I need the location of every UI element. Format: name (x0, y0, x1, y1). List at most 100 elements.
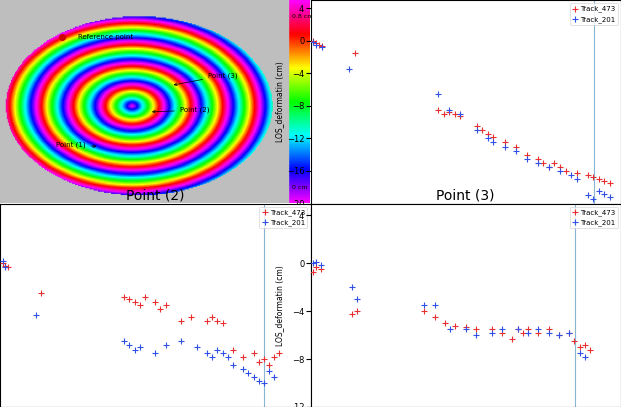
Track_201 (472, 127, 482, 133)
Text: Point (2): Point (2) (153, 107, 210, 114)
Track_473 (248, 350, 258, 357)
Text: Point (1): Point (1) (56, 142, 96, 148)
Track_473 (582, 172, 592, 178)
Track_201 (228, 362, 238, 368)
Track_473 (212, 317, 222, 324)
Track_473 (555, 164, 565, 170)
Track_473 (308, 269, 318, 275)
Track_473 (274, 350, 284, 357)
Track_201 (499, 143, 509, 150)
Track_201 (347, 284, 357, 291)
Track_201 (243, 370, 253, 377)
Track_473 (585, 346, 595, 353)
Track_473 (507, 335, 517, 342)
Track_201 (150, 350, 160, 357)
Text: 0.8 cm: 0.8 cm (292, 14, 313, 19)
Track_201 (310, 259, 320, 265)
Track_201 (572, 176, 582, 182)
Track_473 (518, 330, 528, 336)
Track_473 (347, 311, 357, 317)
Track_201 (487, 330, 497, 336)
Track_201 (433, 90, 443, 97)
Track_201 (344, 66, 354, 72)
Track_201 (316, 261, 326, 268)
Legend: Track_473, Track_201: Track_473, Track_201 (570, 207, 617, 228)
Track_473 (438, 111, 448, 117)
Track_201 (510, 147, 520, 154)
Track_201 (533, 326, 543, 333)
Legend: Track_473, Track_201: Track_473, Track_201 (260, 207, 307, 228)
Track_473 (478, 127, 487, 133)
Track_201 (192, 344, 202, 350)
Track_473 (564, 330, 574, 336)
Track_201 (582, 192, 592, 199)
Track_473 (228, 346, 238, 353)
Track_201 (130, 346, 140, 353)
Track_473 (450, 322, 460, 329)
Track_473 (594, 176, 604, 182)
Track_473 (259, 356, 269, 362)
Track_473 (130, 298, 140, 305)
Track_201 (31, 312, 41, 318)
Track_201 (574, 350, 584, 357)
Track_473 (238, 353, 248, 360)
Track_201 (124, 341, 134, 348)
Track_201 (483, 135, 493, 142)
Track_201 (119, 338, 129, 344)
Track_473 (554, 332, 564, 339)
Text: Point (3): Point (3) (175, 72, 238, 85)
Track_201 (522, 155, 532, 162)
Track_201 (207, 353, 217, 360)
Track_473 (569, 338, 579, 344)
Track_201 (419, 302, 429, 309)
Track_473 (522, 151, 532, 158)
Track_473 (543, 326, 553, 333)
Track_473 (161, 302, 171, 309)
Track_201 (533, 160, 543, 166)
Text: 1992/12/30: 1992/12/30 (310, 244, 351, 250)
Title: Point (3): Point (3) (437, 188, 495, 202)
Track_201 (594, 188, 604, 195)
Track_473 (140, 293, 150, 300)
Track_473 (471, 326, 481, 333)
Track_473 (433, 107, 443, 113)
Track_201 (308, 39, 318, 46)
Track_201 (564, 330, 574, 336)
Track_201 (264, 368, 274, 374)
Track_473 (2, 264, 12, 270)
Track_473 (317, 43, 327, 50)
Title: Point (2): Point (2) (126, 188, 184, 202)
Track_473 (254, 358, 264, 365)
Track_473 (487, 326, 497, 333)
Track_201 (352, 296, 362, 302)
Track_473 (352, 308, 362, 315)
Track_473 (150, 298, 160, 305)
Track_201 (445, 326, 455, 333)
Track_473 (155, 306, 165, 312)
Track_473 (0, 260, 7, 267)
Track_473 (270, 353, 279, 360)
Track_201 (254, 377, 264, 384)
Track_473 (572, 169, 582, 176)
Track_201 (311, 42, 321, 48)
Track_201 (248, 374, 258, 380)
Track_473 (176, 317, 186, 324)
Track_201 (497, 326, 507, 333)
Track_473 (207, 314, 217, 320)
Track_473 (510, 143, 520, 150)
Track_201 (0, 258, 7, 264)
Track_473 (316, 266, 326, 273)
Track_201 (489, 139, 499, 146)
Track_473 (202, 317, 212, 324)
Track_473 (497, 330, 507, 336)
Track_201 (135, 344, 145, 350)
Track_201 (317, 44, 327, 50)
Track_201 (161, 341, 171, 348)
Track_201 (0, 264, 10, 270)
Track_473 (217, 320, 227, 326)
Track_473 (599, 177, 609, 184)
Track_473 (135, 302, 145, 309)
Track_201 (554, 332, 564, 339)
Text: 2007/07/30: 2007/07/30 (594, 244, 621, 250)
Track_473 (308, 37, 318, 44)
